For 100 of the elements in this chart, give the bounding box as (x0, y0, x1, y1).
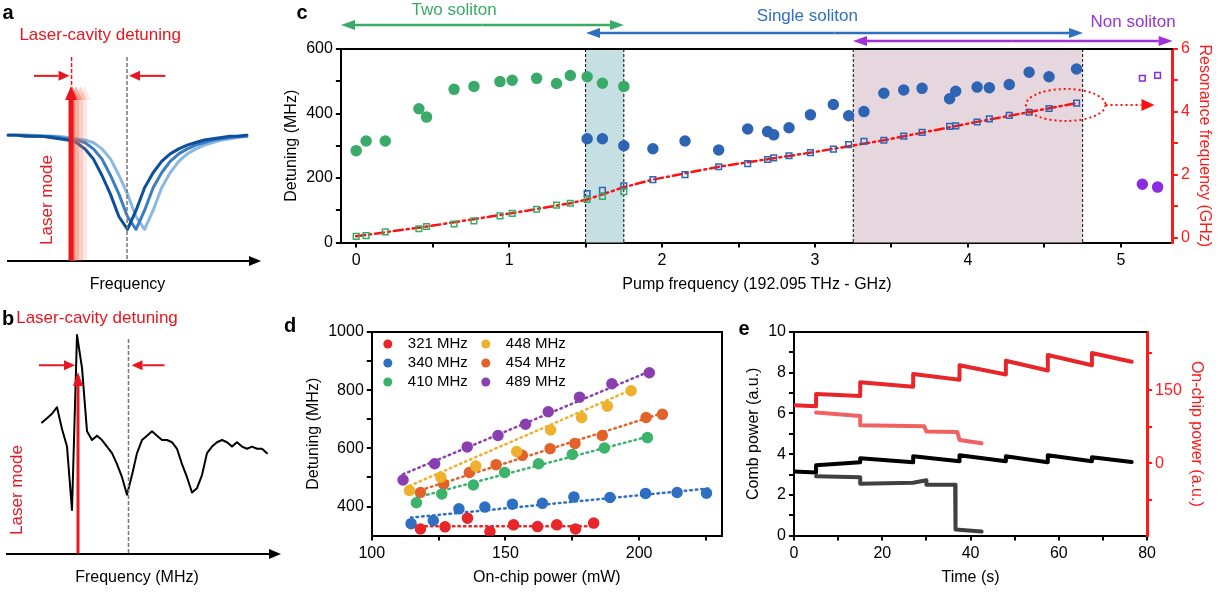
point (439, 521, 451, 533)
point (596, 132, 609, 145)
point (428, 458, 441, 470)
x-tick-label: 3 (810, 250, 820, 268)
point (532, 458, 545, 470)
point (744, 160, 752, 168)
point (1045, 104, 1053, 113)
point (625, 385, 637, 397)
point (420, 111, 433, 123)
x-axis-title: Time (s) (941, 567, 1000, 585)
y2-axis-title: Resonance frequency (GHz) (1196, 44, 1214, 248)
point (900, 132, 908, 140)
point (679, 135, 691, 147)
text: Laser-cavity detuning (19, 25, 181, 45)
point (741, 123, 754, 135)
y-tick-label: 8 (777, 363, 787, 381)
point (533, 205, 541, 213)
point (352, 232, 360, 240)
point (564, 69, 577, 82)
point (381, 228, 389, 236)
point (639, 487, 652, 500)
x-tick-label: 0 (789, 543, 799, 561)
point (845, 141, 853, 149)
point (858, 105, 870, 118)
point (806, 148, 815, 157)
point (414, 523, 427, 535)
point (598, 192, 607, 200)
point (470, 460, 482, 472)
point (604, 491, 616, 504)
text: Non soliton (1090, 12, 1176, 32)
point (596, 429, 608, 442)
point (681, 171, 689, 179)
x-tick-label: 4 (963, 250, 973, 268)
point (484, 525, 496, 536)
point (508, 209, 516, 217)
point (461, 512, 474, 524)
y2-tick-label: 2 (1180, 165, 1190, 183)
point (498, 466, 511, 479)
point (985, 115, 993, 123)
point (952, 122, 960, 130)
point (510, 445, 523, 458)
y-tick-label: 400 (306, 103, 333, 121)
y-tick-label: 600 (306, 39, 333, 57)
point (770, 154, 778, 162)
chart-title: e (738, 316, 750, 340)
point (435, 471, 447, 483)
point (544, 442, 556, 455)
annotation: Laser mode (37, 155, 58, 245)
point (479, 501, 491, 513)
point (519, 418, 532, 430)
point (620, 182, 628, 190)
point (785, 152, 793, 160)
legend-label: 448 MHz (505, 334, 566, 352)
y-tick-label: 10 (768, 322, 787, 340)
point (946, 122, 954, 131)
point (606, 378, 618, 390)
point (1005, 111, 1013, 119)
point (397, 474, 409, 486)
point (1043, 71, 1055, 83)
y-axis-title: Detuning (MHz) (304, 377, 322, 490)
point (783, 121, 795, 134)
point (415, 225, 423, 233)
point (550, 77, 563, 90)
y-tick-label: 200 (306, 168, 333, 186)
point (829, 145, 837, 153)
point (436, 488, 448, 500)
y-axis-title: Detuning (MHz) (282, 89, 300, 202)
point (403, 484, 416, 497)
point (1154, 71, 1162, 80)
point (536, 497, 549, 510)
point (601, 400, 614, 412)
point (1070, 63, 1083, 75)
x-tick-label: 200 (625, 543, 653, 561)
point (916, 82, 928, 95)
annotation: Laser mode (7, 445, 27, 535)
y-tick-label: 2 (777, 485, 787, 503)
chart-title: c (296, 0, 308, 24)
y-tick-label: 0 (323, 233, 333, 251)
point (581, 71, 593, 83)
x-tick-label: 5 (1116, 250, 1126, 268)
point (575, 411, 588, 424)
point (596, 77, 609, 89)
point (573, 391, 586, 403)
text: Two soliton (411, 0, 497, 20)
point (362, 232, 370, 240)
point (405, 517, 417, 530)
y-axis-title: Comb power (a.u.) (744, 367, 762, 501)
point (620, 188, 628, 196)
point (700, 487, 713, 499)
point (506, 74, 518, 87)
point (973, 118, 981, 126)
chart-title: d (283, 313, 297, 337)
point (467, 479, 480, 491)
point (530, 72, 543, 85)
point (860, 137, 868, 145)
point (569, 523, 582, 535)
point (453, 503, 465, 515)
legend-label: 489 MHz (505, 372, 566, 390)
point (379, 135, 391, 147)
point (827, 98, 840, 111)
